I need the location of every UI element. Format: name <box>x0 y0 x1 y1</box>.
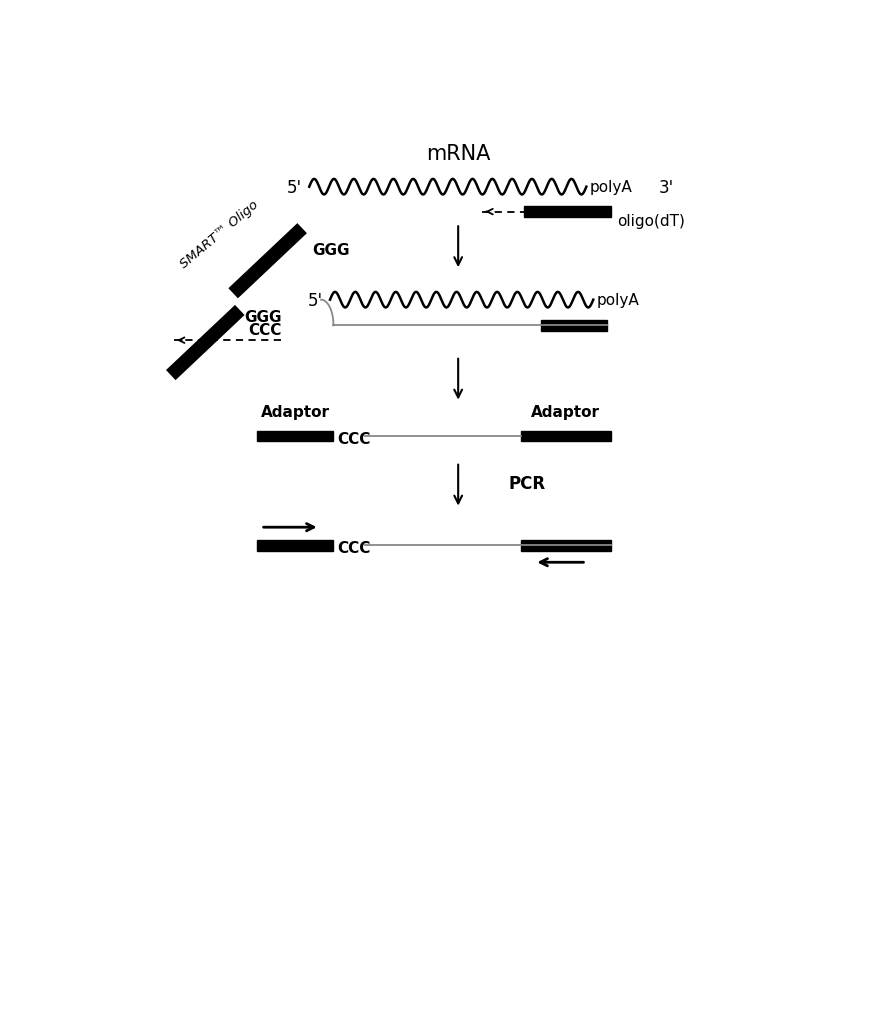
Text: oligo(dT): oligo(dT) <box>618 213 686 228</box>
Bar <box>257 540 333 551</box>
Text: Adaptor: Adaptor <box>531 404 600 420</box>
Bar <box>524 207 611 217</box>
Bar <box>542 320 607 332</box>
Text: SMART™ Oligo: SMART™ Oligo <box>178 198 261 271</box>
Bar <box>257 431 333 442</box>
Text: CCC: CCC <box>337 541 370 555</box>
Text: CCC: CCC <box>337 432 370 447</box>
Bar <box>520 431 611 442</box>
Text: polyA: polyA <box>590 180 633 195</box>
Text: GGG: GGG <box>313 243 350 257</box>
Text: GGG: GGG <box>244 310 282 325</box>
Text: 5': 5' <box>308 291 323 309</box>
Text: CCC: CCC <box>249 323 282 338</box>
Text: mRNA: mRNA <box>426 144 491 164</box>
Text: PCR: PCR <box>509 474 546 492</box>
Text: 5': 5' <box>287 179 302 196</box>
Text: Adaptor: Adaptor <box>261 404 330 420</box>
Text: polyA: polyA <box>597 293 639 308</box>
Bar <box>520 540 611 551</box>
Text: 3': 3' <box>659 179 674 196</box>
